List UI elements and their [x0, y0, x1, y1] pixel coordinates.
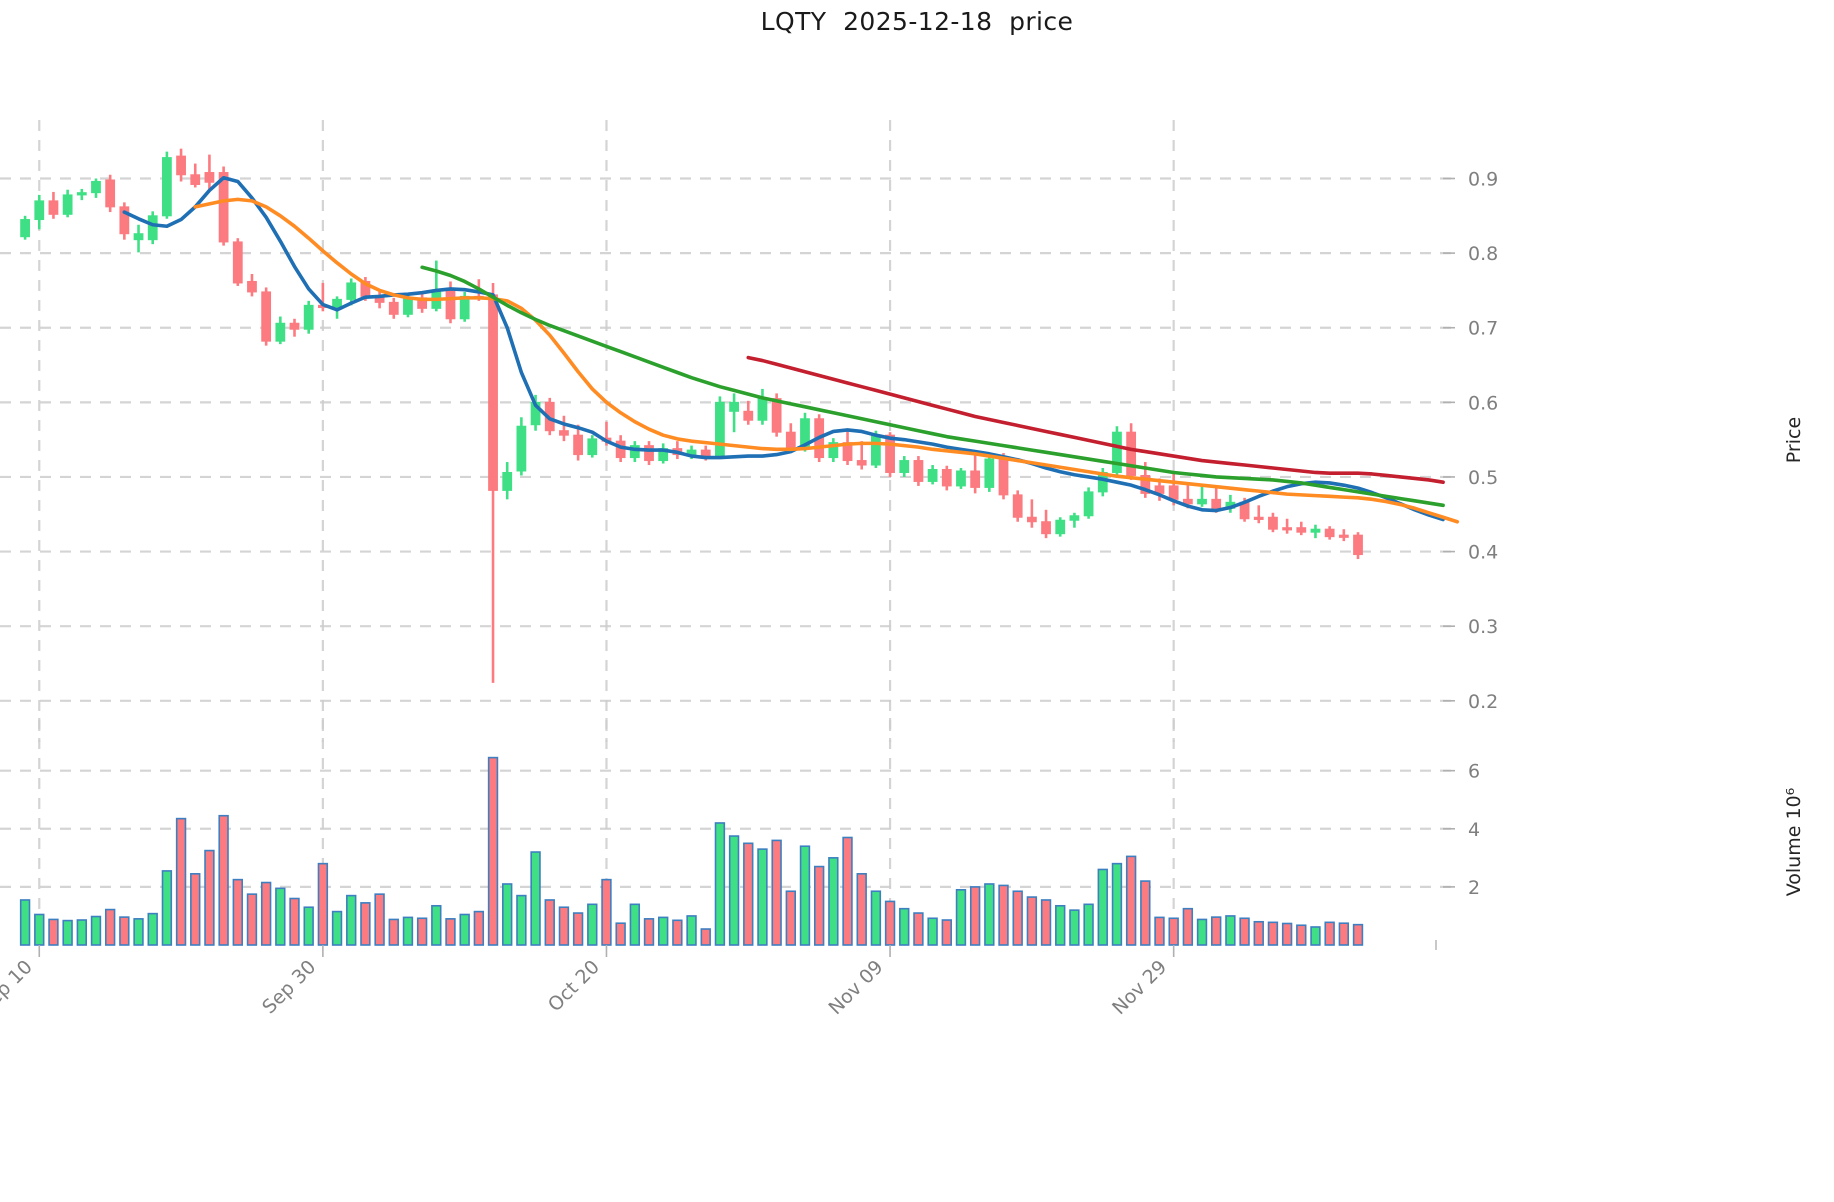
volume-tick-label: 4 [1468, 819, 1480, 841]
ma-line-ma_mid [193, 197, 1460, 524]
volume-axis-ticks: 2 4 6 [1443, 761, 1480, 899]
volume-tick-label: 2 [1468, 877, 1480, 899]
price-tick-label: 0.2 [1468, 691, 1498, 713]
page-title: LQTY 2025-12-18 price [760, 7, 1074, 36]
vertical-grid [38, 120, 1175, 945]
volume-tick-label: 6 [1468, 761, 1480, 783]
volume-axis-label: Volume 10⁶ [1783, 788, 1805, 897]
price-grid [0, 177, 1455, 702]
price-axis-ticks: 0.2 0.3 0.4 0.5 0.6 0.7 0.8 0.9 [1443, 169, 1498, 713]
price-tick-label: 0.7 [1468, 318, 1498, 340]
price-axis-label: Price [1783, 417, 1805, 463]
x-tick-label: Nov 09 [824, 956, 887, 1019]
price-tick-label: 0.8 [1468, 243, 1498, 265]
price-tick-label: 0.5 [1468, 467, 1498, 489]
price-tick-label: 0.9 [1468, 169, 1498, 191]
volume-bar-series [19, 756, 1364, 946]
price-tick-label: 0.4 [1468, 542, 1498, 564]
x-axis-ticks: Sep 10 Sep 30 Oct 20 Nov 09 Nov 29 [0, 945, 1175, 1019]
x-tick-label: Nov 29 [1108, 956, 1171, 1019]
ma-line-ma_long [420, 265, 1445, 508]
volume-grid [0, 769, 1455, 888]
price-tick-label: 0.3 [1468, 616, 1498, 638]
moving-average-series [122, 175, 1460, 524]
x-tick-label: Sep 10 [0, 956, 37, 1018]
x-tick-label: Sep 30 [258, 956, 320, 1018]
candlestick-series [20, 148, 1363, 683]
price-tick-label: 0.6 [1468, 392, 1498, 414]
x-tick-label: Oct 20 [544, 956, 604, 1016]
ma-line-ma_short [122, 175, 1445, 522]
ma-line-ma_xlong [746, 355, 1445, 484]
